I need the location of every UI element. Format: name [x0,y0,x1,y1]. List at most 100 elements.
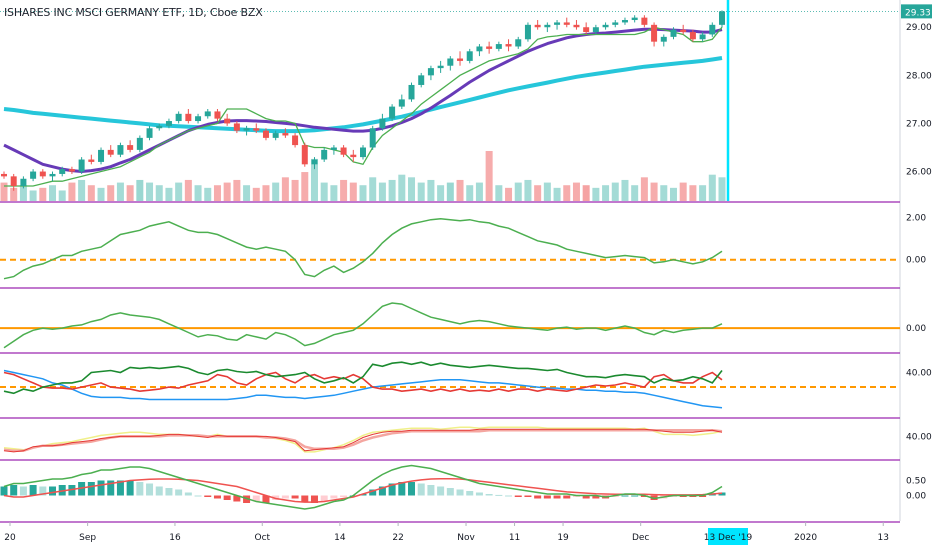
volume-bar [359,185,367,201]
macd-histogram-bar [301,495,309,502]
macd-histogram-bar [495,494,503,496]
time-axis-tick: 11 [509,533,520,543]
candle-body [379,118,386,129]
candle-body [369,128,376,148]
candle-body [88,159,95,162]
macd-histogram-bar [417,483,425,496]
candle-body [709,24,716,35]
volume-bar [505,187,513,201]
macd-histogram-bar [378,486,386,496]
volume-bar [126,185,134,201]
volume-bar [204,187,212,201]
candle-body [49,173,56,177]
stoch-d-line [3,429,723,453]
time-axis-tick: 2020 [794,533,817,543]
volume-bar [495,185,503,201]
macd-histogram-bar [446,488,454,496]
candle-body [20,178,27,186]
candle-body [563,22,570,25]
candle-body [612,22,619,25]
macd-histogram-bar [456,489,464,496]
candle-body [214,111,221,119]
macd-histogram-bar [621,495,629,497]
ma-slow-line [3,56,723,134]
macd-histogram-bar [116,480,124,496]
macd-histogram-bar [49,486,57,496]
dmi-plus-line [3,361,723,395]
osc1-axis-tick: 0.00 [906,256,926,266]
macd-histogram-bar [475,492,483,496]
candle-body [719,11,725,25]
macd-histogram-bar [213,495,221,499]
volume-bar [68,182,76,201]
macd-histogram-bar [291,495,299,499]
macd-histogram-bar [19,486,27,496]
macd-signal-line [3,477,723,503]
candle-body [68,169,75,172]
macd-histogram-bar [136,482,144,496]
candle-body [117,145,124,155]
cursor-date-label: 13 Dec '19 [704,533,753,543]
candle-body [447,58,454,66]
volume-bar [417,182,425,201]
candle-body [146,128,153,138]
volume-bar [650,182,658,201]
macd-histogram-bar [320,495,328,502]
candle-body [175,113,182,122]
volume-bar [262,185,270,201]
candle-body [98,149,105,162]
osc1-axis-tick: 2.00 [906,214,926,224]
candle-body [651,24,658,42]
macd-histogram-bar [29,485,37,496]
volume-bar [708,174,716,201]
volume-bar [223,182,231,201]
chart-title: ISHARES INC MSCI GERMANY ETF, 1D, Cboe B… [4,6,263,19]
candle-body [670,29,677,37]
volume-bar [165,187,173,201]
candle-body [389,106,396,119]
volume-bar [669,187,677,201]
macd-histogram-bar [281,495,289,499]
macd-histogram-bar [543,495,551,499]
macd-histogram-bar [126,480,134,496]
volume-bar [660,185,668,201]
volume-bar [679,182,687,201]
dmi-adx-line [3,369,723,409]
stoch-j-line [3,426,723,453]
osc2-axis-tick: 0.00 [906,324,926,334]
volume-bar [29,190,37,201]
volume-bar [427,179,435,201]
volume-bar [572,182,580,201]
candle-body [136,137,143,150]
volume-bar [446,182,454,201]
macd-histogram-bar [582,495,590,499]
volume-bar [631,185,639,201]
volume-bar [543,182,551,201]
volume-bar [233,179,241,201]
candle-body [253,128,260,131]
candle-body [243,128,250,131]
candle-body [59,169,66,174]
macd-histogram-bar [0,486,8,496]
price-axis-tick: 27.00 [906,119,932,129]
macd-histogram-bar [408,482,416,496]
volume-bar [553,187,561,201]
candle-body [127,145,134,150]
macd-histogram-bar [553,495,561,499]
candle-body [602,24,609,28]
candle-body [583,27,590,33]
volume-bar [718,177,726,201]
volume-bar [485,151,493,201]
macd-histogram-bar [175,489,183,496]
volume-bar [437,185,445,201]
volume-bar [611,182,619,201]
candle-body [427,68,434,76]
candle-body [311,159,318,165]
macd-histogram-bar [194,495,202,497]
macd-axis-tick: 0.50 [906,477,926,487]
macd-histogram-bar [233,495,241,502]
price-axis-tick: 29.00 [906,23,932,33]
candle-body [660,36,667,42]
candle-body [340,147,347,155]
